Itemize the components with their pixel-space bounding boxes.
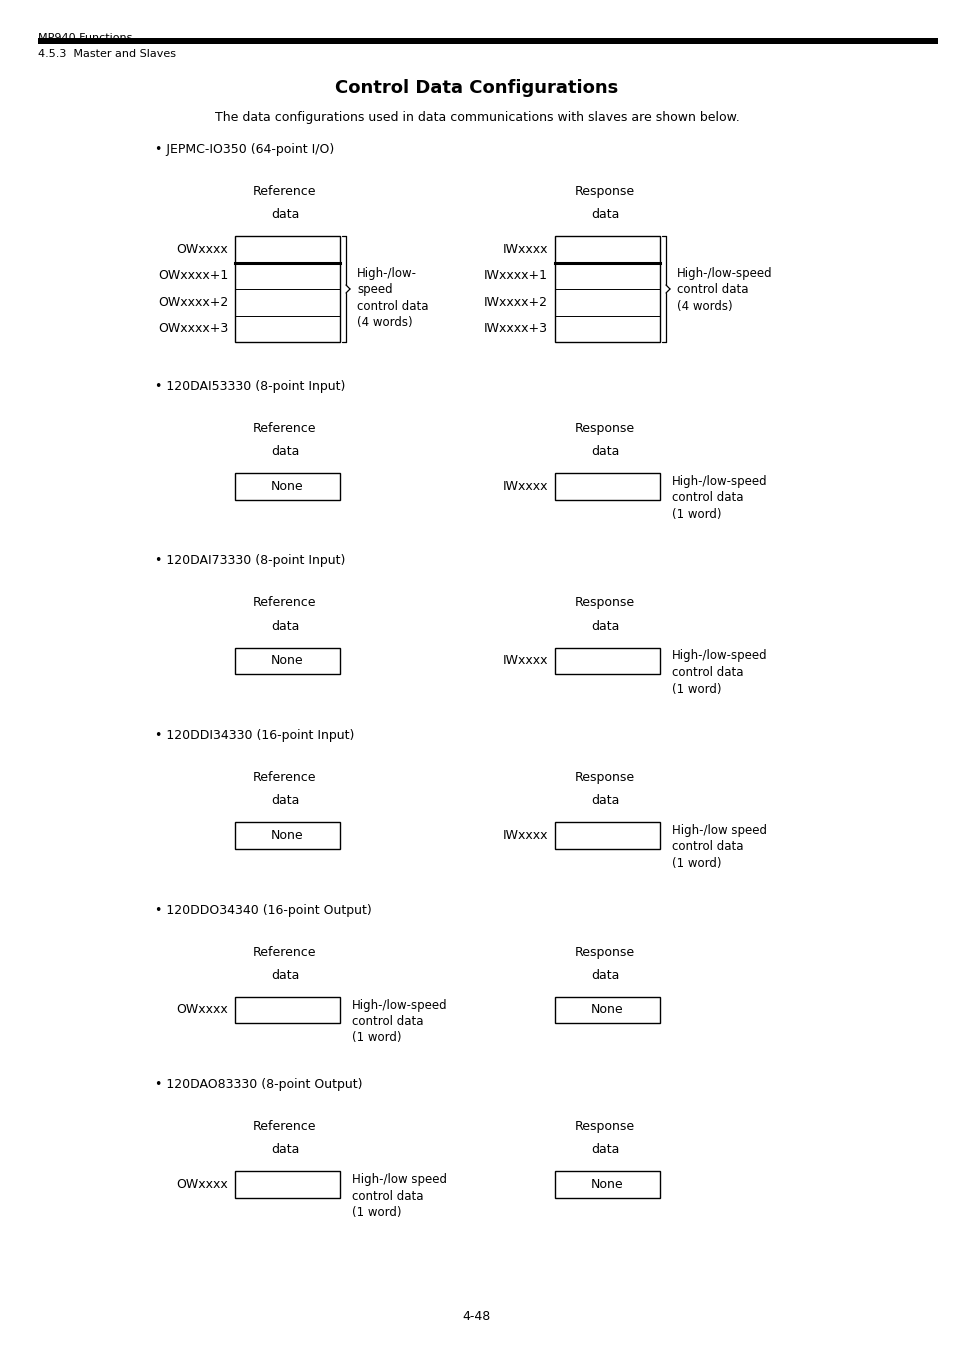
Text: data: data xyxy=(271,620,299,632)
Text: None: None xyxy=(591,1004,623,1016)
Text: Control Data Configurations: Control Data Configurations xyxy=(335,78,618,97)
Text: data: data xyxy=(590,794,618,807)
Text: data: data xyxy=(590,444,618,458)
Text: IWxxxx: IWxxxx xyxy=(502,243,547,255)
Text: High-/low-speed
control data
(1 word): High-/low-speed control data (1 word) xyxy=(671,476,767,521)
Bar xyxy=(234,473,339,500)
Bar xyxy=(555,236,659,342)
Text: • JEPMC-IO350 (64-point I/O): • JEPMC-IO350 (64-point I/O) xyxy=(154,143,334,155)
Text: Response: Response xyxy=(575,185,635,199)
Text: None: None xyxy=(591,1178,623,1190)
Bar xyxy=(555,997,659,1023)
Bar xyxy=(234,1171,339,1197)
Text: Response: Response xyxy=(575,771,635,784)
Text: High-/low-speed
control data
(1 word): High-/low-speed control data (1 word) xyxy=(671,650,767,696)
Text: IWxxxx+2: IWxxxx+2 xyxy=(483,296,547,309)
Text: Reference: Reference xyxy=(253,946,316,958)
Text: data: data xyxy=(271,794,299,807)
Text: Reference: Reference xyxy=(253,597,316,609)
Bar xyxy=(555,473,659,500)
Text: • 120DDO34340 (16-point Output): • 120DDO34340 (16-point Output) xyxy=(154,904,372,916)
Bar xyxy=(555,647,659,674)
Text: data: data xyxy=(271,969,299,981)
Text: The data configurations used in data communications with slaves are shown below.: The data configurations used in data com… xyxy=(214,111,739,124)
Text: Response: Response xyxy=(575,946,635,958)
Text: OWxxxx+1: OWxxxx+1 xyxy=(157,269,228,282)
Text: OWxxxx+3: OWxxxx+3 xyxy=(157,323,228,335)
Text: High-/low-
speed
control data
(4 words): High-/low- speed control data (4 words) xyxy=(356,267,428,330)
Text: data: data xyxy=(590,1143,618,1156)
Text: data: data xyxy=(271,208,299,222)
Text: MP940 Functions: MP940 Functions xyxy=(38,32,132,43)
Bar xyxy=(234,236,339,342)
Text: 4.5.3  Master and Slaves: 4.5.3 Master and Slaves xyxy=(38,49,175,59)
Text: IWxxxx+1: IWxxxx+1 xyxy=(483,269,547,282)
Text: Reference: Reference xyxy=(253,422,316,435)
Text: data: data xyxy=(271,444,299,458)
Text: Response: Response xyxy=(575,597,635,609)
Text: data: data xyxy=(590,969,618,981)
Text: data: data xyxy=(590,620,618,632)
Text: None: None xyxy=(271,654,303,667)
Text: OWxxxx: OWxxxx xyxy=(176,243,228,255)
Text: OWxxxx: OWxxxx xyxy=(176,1004,228,1016)
Text: Response: Response xyxy=(575,1120,635,1133)
Text: Reference: Reference xyxy=(253,1120,316,1133)
Text: data: data xyxy=(590,208,618,222)
Text: High-/low speed
control data
(1 word): High-/low speed control data (1 word) xyxy=(352,1173,447,1219)
Text: IWxxxx: IWxxxx xyxy=(502,828,547,842)
Text: • 120DAI53330 (8-point Input): • 120DAI53330 (8-point Input) xyxy=(154,380,345,393)
Bar xyxy=(38,38,937,45)
Text: High-/low speed
control data
(1 word): High-/low speed control data (1 word) xyxy=(671,824,766,870)
Text: Reference: Reference xyxy=(253,185,316,199)
Bar xyxy=(555,821,659,848)
Bar xyxy=(234,821,339,848)
Text: High-/low-speed
control data
(1 word): High-/low-speed control data (1 word) xyxy=(352,998,447,1044)
Text: High-/low-speed
control data
(4 words): High-/low-speed control data (4 words) xyxy=(677,267,772,313)
Text: None: None xyxy=(271,828,303,842)
Text: Response: Response xyxy=(575,422,635,435)
Text: Reference: Reference xyxy=(253,771,316,784)
Text: OWxxxx: OWxxxx xyxy=(176,1178,228,1190)
Bar xyxy=(234,997,339,1023)
Text: OWxxxx+2: OWxxxx+2 xyxy=(157,296,228,309)
Text: IWxxxx+3: IWxxxx+3 xyxy=(483,323,547,335)
Text: data: data xyxy=(271,1143,299,1156)
Bar xyxy=(555,1171,659,1197)
Bar xyxy=(234,647,339,674)
Text: • 120DAI73330 (8-point Input): • 120DAI73330 (8-point Input) xyxy=(154,554,345,567)
Text: 4-48: 4-48 xyxy=(462,1310,491,1323)
Text: None: None xyxy=(271,480,303,493)
Text: IWxxxx: IWxxxx xyxy=(502,654,547,667)
Text: • 120DAO83330 (8-point Output): • 120DAO83330 (8-point Output) xyxy=(154,1078,362,1092)
Text: IWxxxx: IWxxxx xyxy=(502,480,547,493)
Text: • 120DDI34330 (16-point Input): • 120DDI34330 (16-point Input) xyxy=(154,730,354,742)
